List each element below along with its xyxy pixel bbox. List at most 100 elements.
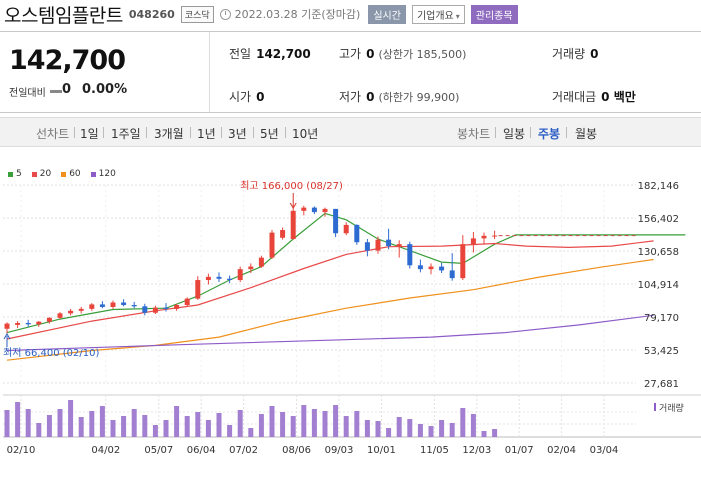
candle-body xyxy=(227,278,233,281)
open-value: 0 xyxy=(256,90,265,104)
candle-body xyxy=(152,307,158,313)
candle-body xyxy=(481,235,487,239)
legend-ma5[interactable]: 5 xyxy=(8,169,22,179)
ma-line-20 xyxy=(6,240,654,340)
x-tick-label: 10/01 xyxy=(367,445,396,456)
x-tick-label: 01/07 xyxy=(505,445,534,456)
candle-body xyxy=(248,266,254,270)
volume-bar xyxy=(57,409,63,437)
divider xyxy=(221,127,222,138)
upper-limit: (상한가 185,500) xyxy=(378,48,467,61)
divider xyxy=(530,127,531,138)
volume-bar xyxy=(375,421,381,437)
candle-body xyxy=(470,238,476,245)
candle-body xyxy=(36,321,42,325)
volume-bar xyxy=(386,428,392,437)
annotations: 최고 166,000 (08/27) 최저 66,400 (02/10) xyxy=(3,180,343,359)
candle-body xyxy=(68,310,74,314)
legend-ma20[interactable]: 20 xyxy=(31,169,51,179)
legend-swatch xyxy=(8,171,13,177)
candle-monthly[interactable]: 월봉 xyxy=(575,127,598,141)
candle-body xyxy=(205,276,211,281)
low: 저가 0 (하한가 99,900) xyxy=(339,88,459,105)
volume-bar xyxy=(99,406,105,437)
volume-bar xyxy=(269,406,275,437)
candle-daily[interactable]: 일봉 xyxy=(503,127,526,141)
period-5y[interactable]: 5년 xyxy=(260,127,279,141)
candle-body xyxy=(163,307,169,309)
period-10y[interactable]: 10년 xyxy=(292,127,319,141)
candle-body xyxy=(184,298,190,306)
prev-close-value: 142,700 xyxy=(256,47,311,61)
realtime-button[interactable]: 실시간 xyxy=(368,4,406,24)
candle-body xyxy=(258,257,264,267)
stock-name[interactable]: 오스템임플란트 xyxy=(4,4,123,27)
candle-body xyxy=(131,305,137,307)
volume-bar xyxy=(237,410,243,437)
x-tick-label: 08/06 xyxy=(282,445,311,456)
volume-bar xyxy=(142,415,148,437)
candle-body xyxy=(333,208,339,234)
candle-body xyxy=(4,323,10,329)
candle-body xyxy=(364,242,370,251)
period-1y[interactable]: 1년 xyxy=(197,127,216,141)
candle-body xyxy=(449,270,455,279)
period-3y[interactable]: 3년 xyxy=(228,127,247,141)
change-percent: 0.00% xyxy=(82,82,128,97)
chevron-down-icon: ▾ xyxy=(455,11,460,21)
open: 시가 0 xyxy=(229,88,264,105)
ma-line-120 xyxy=(6,314,654,352)
corp-info-dropdown[interactable]: 기업개요 ▾ xyxy=(411,4,465,24)
volume: 거래량 0 xyxy=(552,45,598,62)
candle-body xyxy=(99,304,105,307)
moving-average-lines xyxy=(6,212,686,361)
x-tick-label: 12/03 xyxy=(462,445,491,456)
candle-body xyxy=(407,244,413,266)
legend-ma60[interactable]: 60 xyxy=(61,169,81,179)
prev-close-label: 전일 xyxy=(229,47,252,61)
candle-body xyxy=(216,276,222,279)
x-tick-label: 07/02 xyxy=(229,445,258,456)
period-1d[interactable]: 1일 xyxy=(80,127,99,141)
volume-bar xyxy=(205,420,211,437)
candlesticks xyxy=(4,205,498,334)
legend-swatch xyxy=(31,171,37,177)
candle-body xyxy=(269,232,275,258)
period-1w[interactable]: 1주일 xyxy=(111,127,141,141)
candle-body xyxy=(301,207,307,211)
legend-ma120[interactable]: 120 xyxy=(90,169,116,179)
period-bar: 선차트 1일 1주일 3개월 1년 3년 5년 10년 봉차트 일봉 주봉 월봉 xyxy=(0,117,701,147)
volume-legend-swatch xyxy=(654,403,656,411)
candle-body xyxy=(280,230,286,238)
candle-body xyxy=(428,266,434,270)
volume-bar xyxy=(68,400,74,437)
candle-body xyxy=(322,208,328,213)
ma-legend: 5 20 60 120 xyxy=(8,169,116,179)
volume-bar xyxy=(131,409,137,437)
quote-panel: 142,700 전일대비 0 0.00% 전일 142,700 고가 0 (상한가 1… xyxy=(0,31,701,113)
period-3m[interactable]: 3개월 xyxy=(154,127,184,141)
volume-bar xyxy=(121,416,127,437)
x-tick-label: 06/04 xyxy=(187,445,216,456)
candle-body xyxy=(195,280,201,299)
candle-body xyxy=(15,322,21,325)
candle-body xyxy=(343,224,349,234)
divider xyxy=(74,127,75,138)
volume-bar xyxy=(364,420,370,437)
divider xyxy=(253,127,254,138)
volume-bar xyxy=(195,412,201,437)
management-badge[interactable]: 관리종목 xyxy=(470,4,518,24)
header: 오스템임플란트 048260 코스닥 2022.03.28 기준(장마감) 실시… xyxy=(0,0,701,28)
volume-bar xyxy=(492,429,498,437)
x-tick-label: 02/04 xyxy=(547,445,576,456)
volume-bar xyxy=(89,411,95,437)
quote-date: 2022.03.28 기준(장마감) xyxy=(234,8,361,21)
y-tick-label: 53,425 xyxy=(644,346,679,357)
volume-bar xyxy=(25,409,31,437)
candle-body xyxy=(46,317,52,322)
lower-limit: (하한가 99,900) xyxy=(378,91,460,104)
volume-bar xyxy=(322,411,328,437)
candle-weekly[interactable]: 주봉 xyxy=(538,127,561,141)
